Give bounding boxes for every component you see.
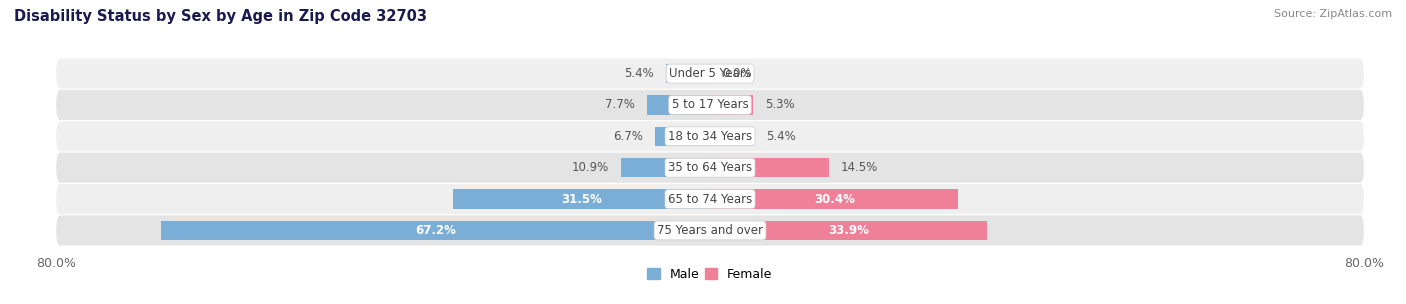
Bar bbox=[666, 64, 710, 83]
Text: 5.3%: 5.3% bbox=[766, 98, 796, 112]
Text: 10.9%: 10.9% bbox=[571, 161, 609, 174]
Bar bbox=[647, 95, 710, 115]
Bar bbox=[710, 95, 754, 115]
Text: 67.2%: 67.2% bbox=[415, 224, 456, 237]
FancyBboxPatch shape bbox=[56, 58, 1364, 88]
Text: 6.7%: 6.7% bbox=[613, 130, 643, 143]
Text: 30.4%: 30.4% bbox=[814, 192, 855, 206]
Bar bbox=[710, 158, 828, 178]
FancyBboxPatch shape bbox=[56, 121, 1364, 151]
Text: 35 to 64 Years: 35 to 64 Years bbox=[668, 161, 752, 174]
Text: Under 5 Years: Under 5 Years bbox=[669, 67, 751, 80]
Text: Disability Status by Sex by Age in Zip Code 32703: Disability Status by Sex by Age in Zip C… bbox=[14, 9, 427, 24]
Text: 5.4%: 5.4% bbox=[766, 130, 796, 143]
Text: 31.5%: 31.5% bbox=[561, 192, 602, 206]
Text: 75 Years and over: 75 Years and over bbox=[657, 224, 763, 237]
FancyBboxPatch shape bbox=[56, 153, 1364, 183]
Bar bbox=[710, 126, 754, 146]
Text: 0.0%: 0.0% bbox=[723, 67, 752, 80]
Text: 18 to 34 Years: 18 to 34 Years bbox=[668, 130, 752, 143]
FancyBboxPatch shape bbox=[56, 90, 1364, 120]
Text: Source: ZipAtlas.com: Source: ZipAtlas.com bbox=[1274, 9, 1392, 19]
Bar bbox=[621, 158, 710, 178]
FancyBboxPatch shape bbox=[56, 184, 1364, 214]
Text: 7.7%: 7.7% bbox=[605, 98, 636, 112]
Bar bbox=[453, 189, 710, 209]
Bar bbox=[710, 189, 959, 209]
Bar bbox=[160, 221, 710, 240]
Bar bbox=[655, 126, 710, 146]
Bar bbox=[710, 221, 987, 240]
Text: 5.4%: 5.4% bbox=[624, 67, 654, 80]
Legend: Male, Female: Male, Female bbox=[643, 263, 778, 286]
Text: 5 to 17 Years: 5 to 17 Years bbox=[672, 98, 748, 112]
Text: 65 to 74 Years: 65 to 74 Years bbox=[668, 192, 752, 206]
Text: 33.9%: 33.9% bbox=[828, 224, 869, 237]
FancyBboxPatch shape bbox=[56, 216, 1364, 246]
Text: 14.5%: 14.5% bbox=[841, 161, 877, 174]
